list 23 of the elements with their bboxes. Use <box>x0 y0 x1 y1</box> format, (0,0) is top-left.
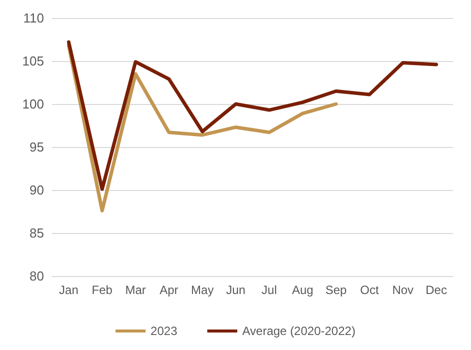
y-tick-label: 80 <box>30 268 44 284</box>
x-tick-label: Apr <box>160 283 178 297</box>
y-tick-label: 110 <box>23 10 44 26</box>
line-series <box>66 44 338 212</box>
x-tick-label: Aug <box>292 283 314 297</box>
line-series <box>66 40 438 191</box>
y-tick-label: 90 <box>30 182 44 198</box>
y-tick-label: 85 <box>30 226 44 240</box>
legend-label: 2023 <box>150 324 178 338</box>
x-tick-label: Jan <box>59 283 78 297</box>
x-tick-label: Sep <box>325 283 348 297</box>
x-tick-label: Mar <box>125 283 146 297</box>
legend-label: Average (2020-2022) <box>242 324 356 338</box>
x-tick-label: Jun <box>226 283 246 297</box>
y-tick-label: 95 <box>30 140 44 154</box>
x-tick-label: Nov <box>392 283 414 297</box>
y-tick-label: 105 <box>22 54 44 68</box>
x-tick-label: Feb <box>92 283 113 297</box>
x-tick-label: Oct <box>360 283 380 297</box>
x-tick-label: May <box>191 283 214 297</box>
x-tick-label: Jul <box>262 283 277 297</box>
x-tick-label: Dec <box>426 283 447 297</box>
y-tick-label: 100 <box>22 96 44 112</box>
